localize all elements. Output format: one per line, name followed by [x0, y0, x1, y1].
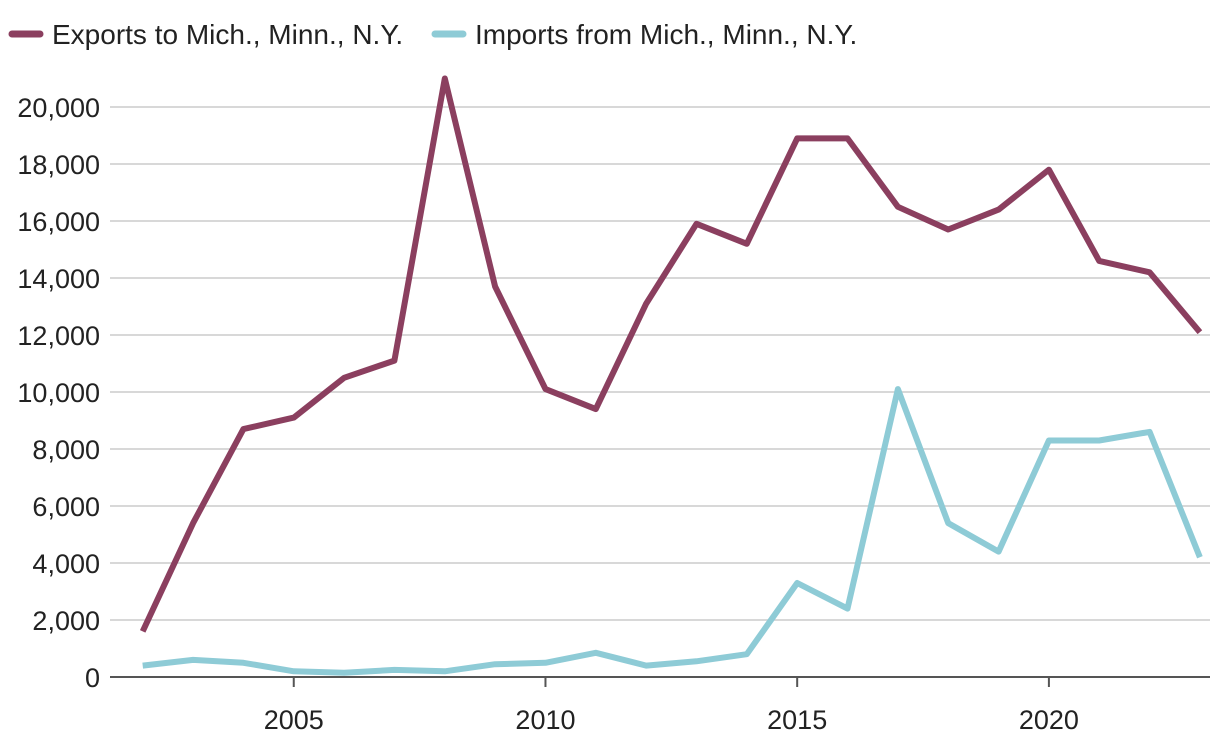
y-axis-ticks: 0 2,000 4,000 6,000 8,000 10,000 12,000 14,000 1… — [17, 93, 100, 693]
series-exports — [139, 75, 1203, 633]
y-tick-label: 6,000 — [32, 492, 100, 522]
y-tick-label: 4,000 — [32, 549, 100, 579]
y-tick-label: 0 — [85, 663, 100, 693]
y-tick-label: 2,000 — [32, 606, 100, 636]
legend-label: Imports from Mich., Minn., N.Y. — [475, 19, 857, 50]
x-tick-label: 2015 — [767, 705, 827, 735]
series — [139, 75, 1203, 676]
y-tick-label: 16,000 — [17, 207, 100, 237]
y-tick-label: 8,000 — [32, 435, 100, 465]
series-imports — [142, 386, 1203, 676]
legend-item: Imports from Mich., Minn., N.Y. — [431, 19, 857, 50]
y-tick-label: 20,000 — [17, 93, 100, 123]
y-tick-label: 10,000 — [17, 378, 100, 408]
y-tick-label: 18,000 — [17, 150, 100, 180]
y-tick-label: 14,000 — [17, 264, 100, 294]
x-tick-label: 2020 — [1019, 705, 1079, 735]
x-axis-ticks: 2005 2010 2015 2020 — [264, 677, 1079, 735]
gridlines — [110, 106, 1210, 678]
series-line — [142, 386, 1203, 676]
legend-label: Exports to Mich., Minn., N.Y. — [52, 19, 403, 50]
y-tick-label: 12,000 — [17, 321, 100, 351]
legend-item: Exports to Mich., Minn., N.Y. — [8, 19, 403, 50]
x-tick-label: 2005 — [264, 705, 324, 735]
legend: Exports to Mich., Minn., N.Y. Imports fro… — [8, 19, 857, 50]
series-line — [139, 75, 1203, 633]
x-tick-label: 2010 — [515, 705, 575, 735]
